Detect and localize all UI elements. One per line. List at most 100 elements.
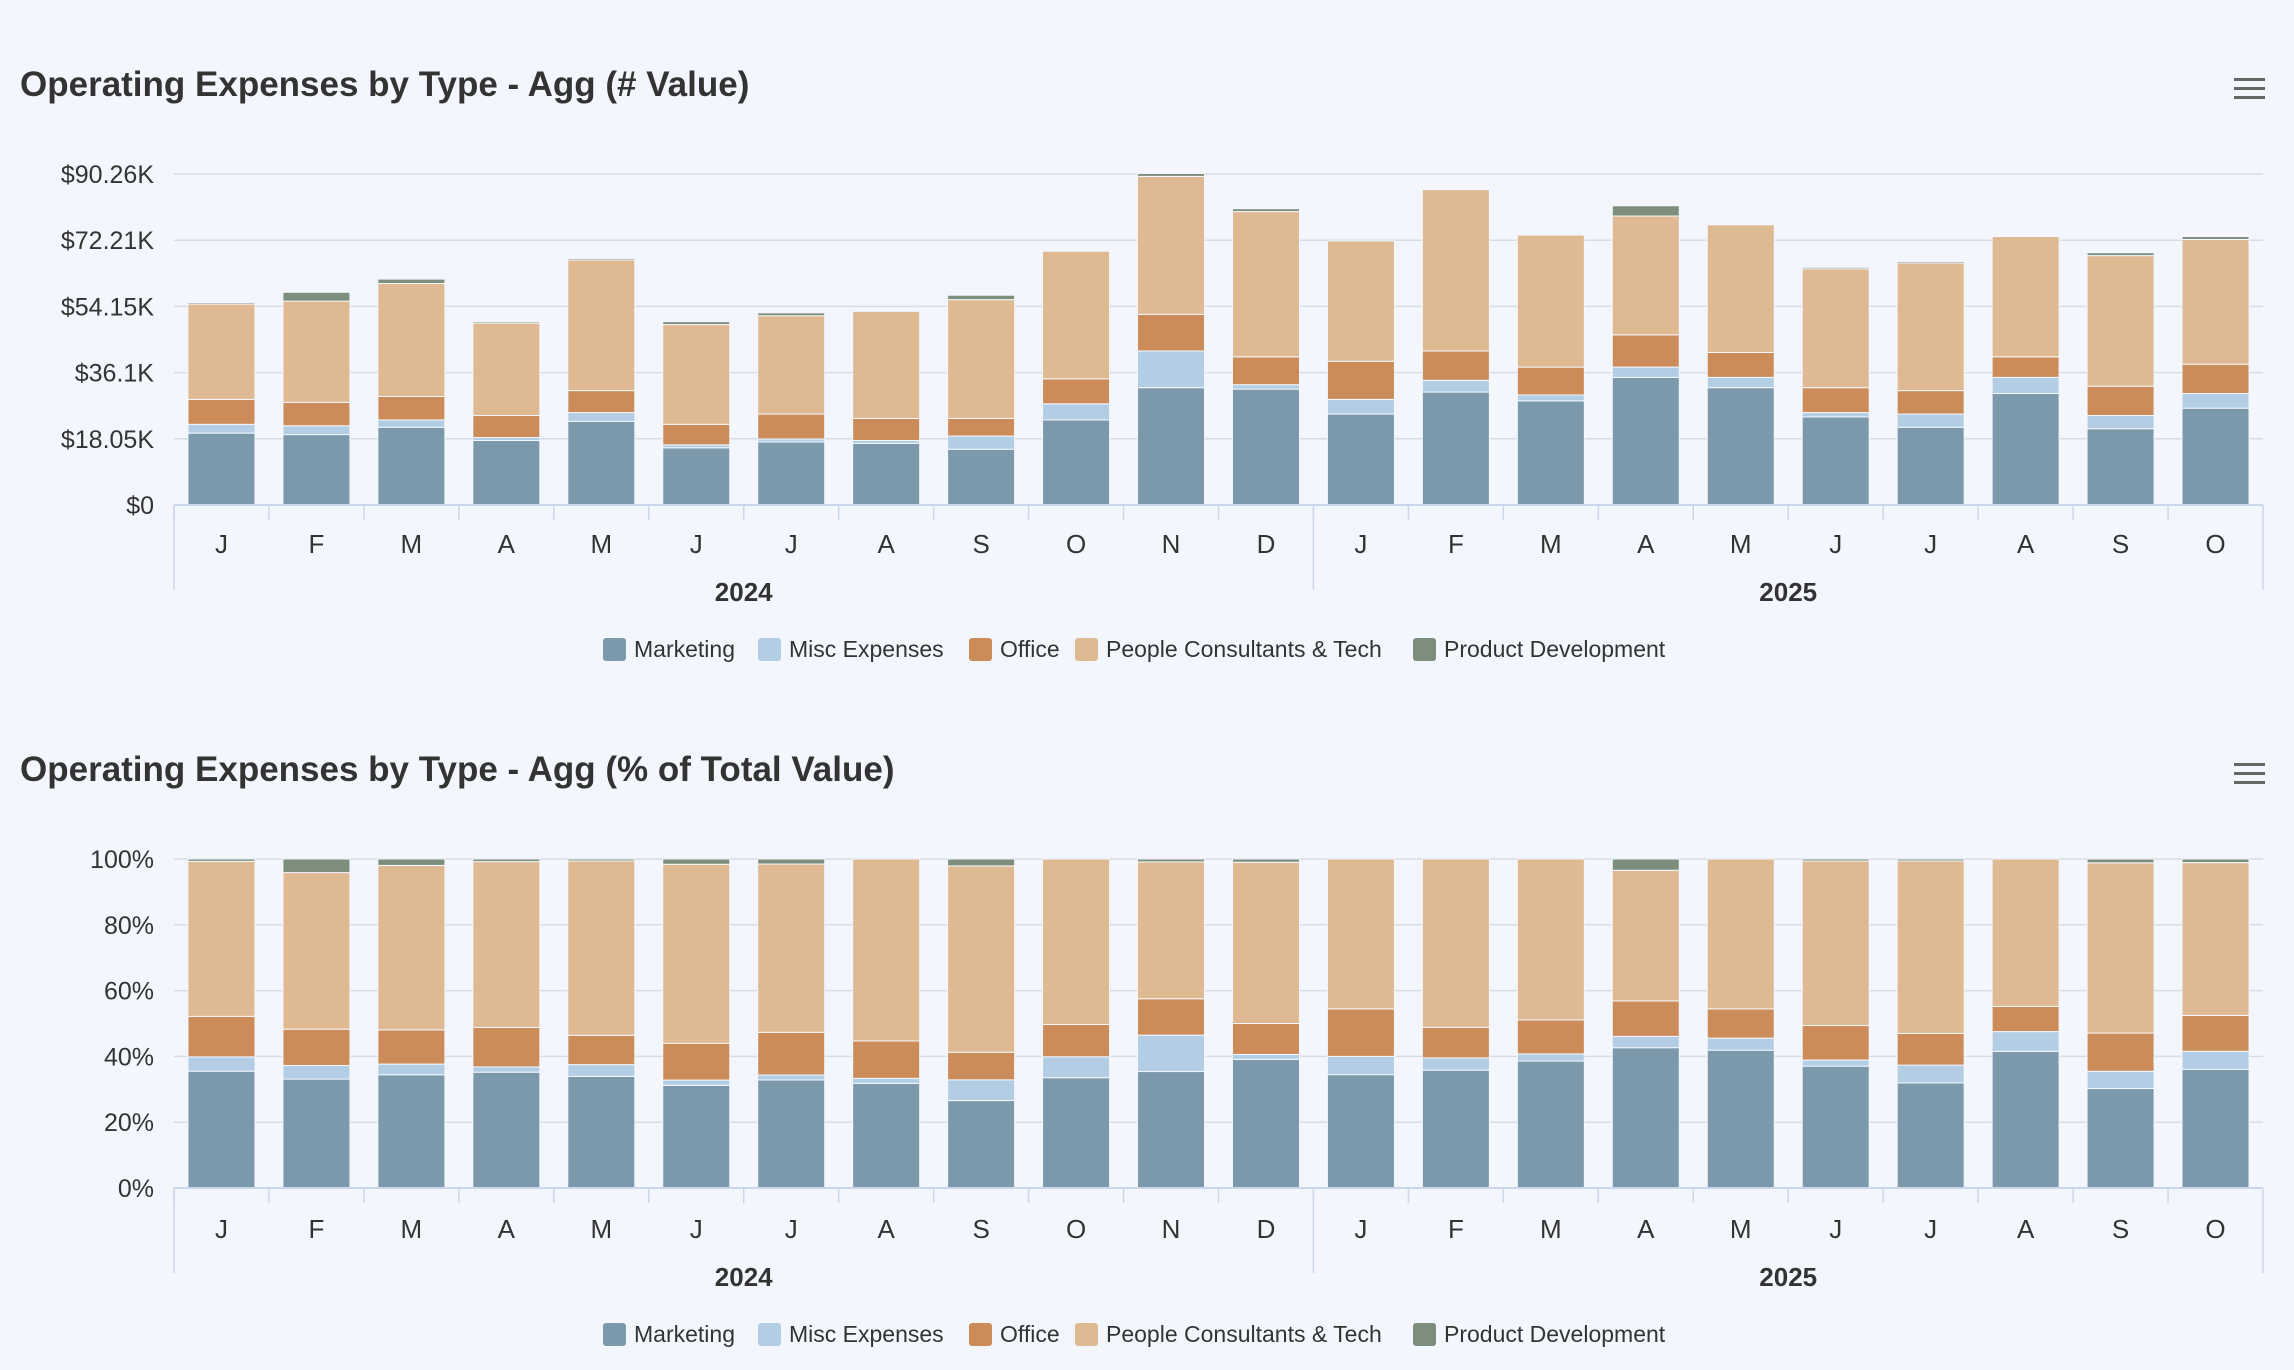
bar-segment[interactable] [2086,862,2155,1034]
hamburger-menu-icon[interactable] [2234,78,2265,99]
bar-segment[interactable] [187,1056,256,1072]
bar-segment[interactable] [282,1078,351,1189]
bar-segment[interactable] [1421,1069,1490,1189]
bar-segment[interactable] [567,1075,636,1189]
bar-segment[interactable] [1706,1037,1775,1051]
bar-segment[interactable] [1611,205,1680,217]
bar-segment[interactable] [947,417,1016,437]
bar-segment[interactable] [1611,858,1680,871]
bar-segment[interactable] [282,401,351,427]
legend-item[interactable]: Product Development [1413,636,1666,662]
bar-segment[interactable] [1231,861,1300,1025]
bar-segment[interactable] [1801,266,1870,270]
bar-segment[interactable] [2086,1088,2155,1189]
bar-segment[interactable] [1421,391,1490,506]
bar-segment[interactable] [187,303,256,400]
bar-segment[interactable] [947,435,1016,450]
bar-segment[interactable] [1706,1049,1775,1189]
bar-segment[interactable] [1896,390,1965,415]
bar-segment[interactable] [1137,858,1206,863]
bar-segment[interactable] [1042,1056,1111,1079]
bar-segment[interactable] [472,1066,541,1073]
bar-segment[interactable] [1706,376,1775,389]
bar-segment[interactable] [377,283,446,397]
bar-segment[interactable] [567,1064,636,1077]
bar-segment[interactable] [377,1029,446,1065]
bar-segment[interactable] [852,310,921,419]
bar-segment[interactable] [377,419,446,428]
bar-segment[interactable] [472,322,541,417]
bar-segment[interactable] [1326,1074,1395,1189]
bar-segment[interactable] [1706,387,1775,506]
bar-segment[interactable] [1896,858,1965,862]
bar-segment[interactable] [2086,415,2155,430]
bar-segment[interactable] [1991,858,2060,1007]
bar-segment[interactable] [1137,175,1206,315]
bar-segment[interactable] [2181,858,2250,864]
bar-segment[interactable] [1611,334,1680,368]
bar-segment[interactable] [1991,356,2060,378]
bar-segment[interactable] [472,415,541,439]
bar-segment[interactable] [1611,1000,1680,1037]
bar-segment[interactable] [472,861,541,1028]
bar-segment[interactable] [1421,379,1490,393]
bar-segment[interactable] [662,447,731,506]
bar-segment[interactable] [1896,260,1965,264]
bar-segment[interactable] [662,423,731,446]
bar-segment[interactable] [1516,394,1585,402]
bar-segment[interactable] [852,1040,921,1079]
bar-segment[interactable] [282,858,351,874]
bar-segment[interactable] [567,390,636,414]
bar-segment[interactable] [1611,869,1680,1002]
bar-segment[interactable] [1706,224,1775,353]
bar-segment[interactable] [1991,376,2060,395]
bar-segment[interactable] [1231,356,1300,386]
bar-segment[interactable] [1231,384,1300,390]
bar-segment[interactable] [472,1026,541,1068]
bar-segment[interactable] [852,858,921,1042]
bar-segment[interactable] [282,300,351,403]
bar-segment[interactable] [377,1074,446,1189]
bar-segment[interactable] [1516,400,1585,506]
bar-segment[interactable] [1042,858,1111,1025]
bar-segment[interactable] [1516,858,1585,1021]
bar-segment[interactable] [1516,1060,1585,1189]
bar-segment[interactable] [2086,255,2155,387]
bar-segment[interactable] [1231,388,1300,506]
bar-segment[interactable] [2086,1032,2155,1072]
bar-segment[interactable] [1137,1034,1206,1073]
bar-segment[interactable] [377,426,446,506]
bar-segment[interactable] [567,858,636,862]
bar-segment[interactable] [1611,1035,1680,1049]
bar-segment[interactable] [1991,236,2060,358]
bar-segment[interactable] [377,395,446,421]
bar-segment[interactable] [662,858,731,865]
bar-segment[interactable] [1421,189,1490,352]
bar-segment[interactable] [2181,407,2250,506]
bar-segment[interactable] [757,1079,826,1189]
bar-segment[interactable] [1326,1008,1395,1057]
bar-segment[interactable] [1042,378,1111,405]
bar-segment[interactable] [757,413,826,440]
bar-segment[interactable] [1137,350,1206,389]
bar-segment[interactable] [1421,1026,1490,1059]
bar-segment[interactable] [1706,1008,1775,1039]
bar-segment[interactable] [1137,313,1206,352]
bar-segment[interactable] [757,441,826,506]
bar-segment[interactable] [187,858,256,862]
bar-segment[interactable] [1801,268,1870,389]
legend-item[interactable]: Office [969,1321,1060,1347]
bar-segment[interactable] [1991,1050,2060,1189]
legend-item[interactable]: Office [969,636,1060,662]
bar-segment[interactable] [1706,351,1775,378]
legend-item[interactable]: Product Development [1413,1321,1666,1347]
bar-segment[interactable] [2086,428,2155,506]
bar-segment[interactable] [187,398,256,425]
bar-segment[interactable] [1611,1047,1680,1189]
bar-segment[interactable] [567,860,636,1036]
bar-segment[interactable] [947,858,1016,867]
bar-segment[interactable] [567,412,636,422]
bar-segment[interactable] [377,1063,446,1076]
bar-segment[interactable] [2181,862,2250,1016]
bar-segment[interactable] [1801,1065,1870,1189]
